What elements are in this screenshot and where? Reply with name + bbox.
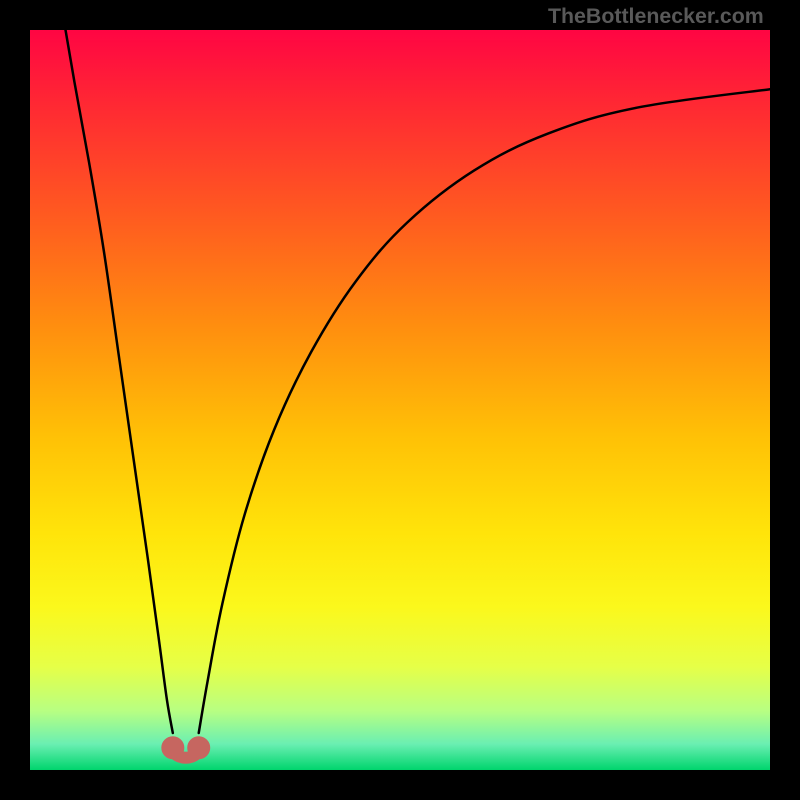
marker-right (188, 737, 210, 759)
frame-left (0, 0, 30, 800)
stage: TheBottlenecker.com (0, 0, 800, 800)
frame-bottom (0, 770, 800, 800)
bottleneck-chart (0, 0, 800, 800)
plot-area (30, 30, 770, 770)
frame-right (770, 0, 800, 800)
watermark-text: TheBottlenecker.com (548, 4, 764, 29)
marker-left (162, 737, 184, 759)
gradient-background (30, 30, 770, 770)
